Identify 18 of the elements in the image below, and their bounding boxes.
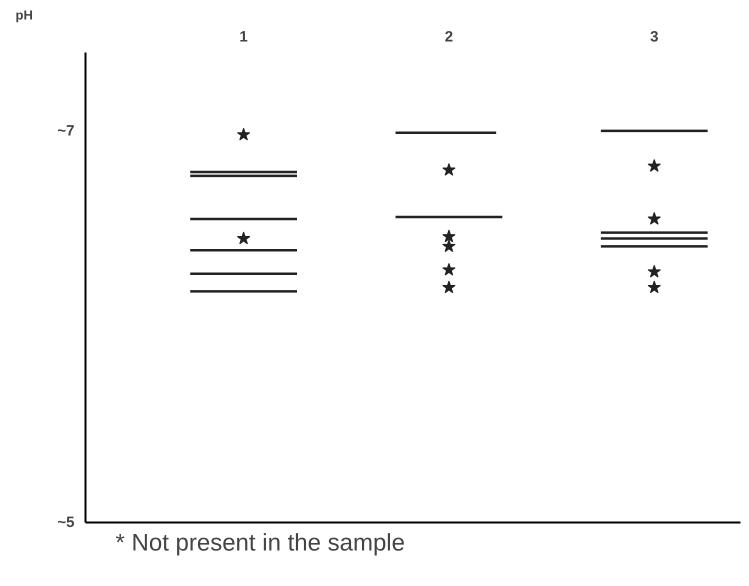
point (648, 280, 661, 294)
x-tick-label: 2 (444, 28, 454, 46)
x-tick-label: 1 (239, 28, 248, 46)
point (442, 239, 456, 252)
y-tick-label: ~5 (57, 514, 75, 531)
point (442, 230, 456, 242)
y-tick-label: ~7 (57, 122, 75, 140)
point (442, 262, 456, 276)
point (648, 159, 661, 172)
y-axis-title: pH (16, 8, 33, 22)
point (236, 128, 250, 141)
point (648, 212, 661, 225)
point (442, 280, 456, 294)
point (648, 264, 661, 278)
point (236, 232, 250, 244)
x-tick-label: 3 (650, 28, 658, 46)
text: * Not present in the sample (116, 530, 405, 556)
point (442, 163, 456, 176)
